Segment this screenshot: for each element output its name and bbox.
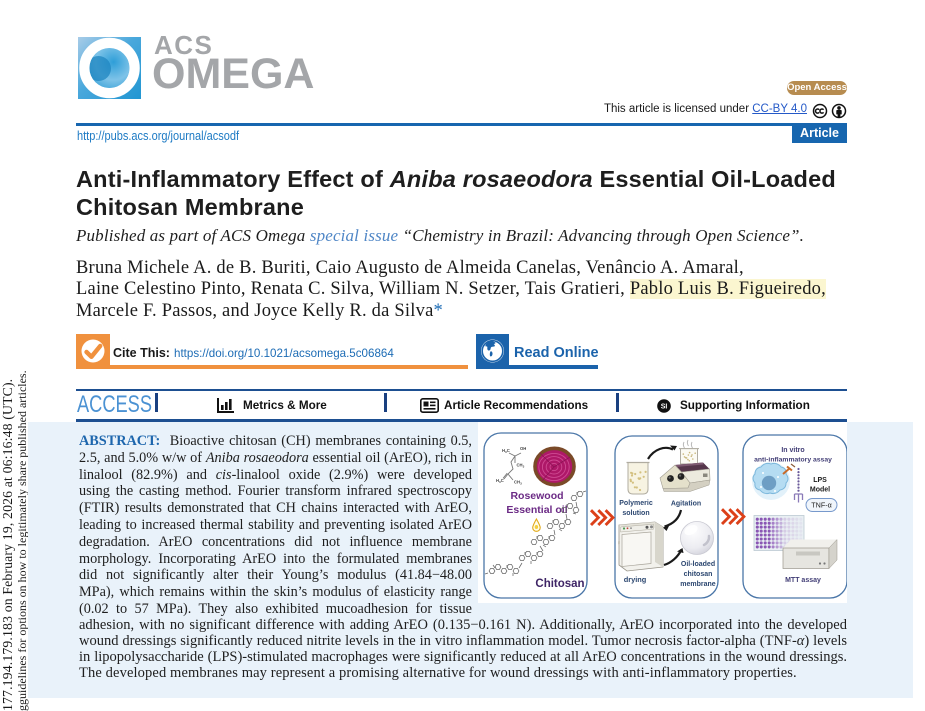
- svg-text:Agitation: Agitation: [671, 501, 701, 508]
- svg-text:CH3: CH3: [517, 463, 525, 469]
- svg-text:Oil-loaded: Oil-loaded: [681, 561, 715, 568]
- svg-text:H3C: H3C: [496, 478, 504, 484]
- svg-text:anti-inflammatory assay: anti-inflammatory assay: [754, 457, 832, 464]
- svg-text:chitosan: chitosan: [684, 571, 713, 578]
- svg-text:OH: OH: [520, 446, 526, 451]
- svg-text:Rosewood: Rosewood: [510, 490, 563, 502]
- svg-text:Model: Model: [810, 487, 830, 494]
- svg-text:LPS: LPS: [813, 477, 827, 484]
- svg-text:Chitosan: Chitosan: [535, 578, 584, 590]
- svg-text:In vitro: In vitro: [781, 447, 804, 454]
- svg-text:H3C: H3C: [502, 448, 510, 454]
- svg-text:Essential oil: Essential oil: [506, 504, 567, 516]
- svg-text:MTT assay: MTT assay: [785, 577, 821, 584]
- svg-text:solution: solution: [622, 510, 649, 517]
- svg-text:Polymeric: Polymeric: [619, 500, 653, 507]
- svg-text:TNF-α: TNF-α: [811, 501, 832, 510]
- svg-text:membrane: membrane: [680, 581, 716, 588]
- svg-text:SI: SI: [661, 404, 668, 411]
- svg-text:drying: drying: [624, 575, 647, 584]
- svg-text:CH3: CH3: [514, 480, 522, 486]
